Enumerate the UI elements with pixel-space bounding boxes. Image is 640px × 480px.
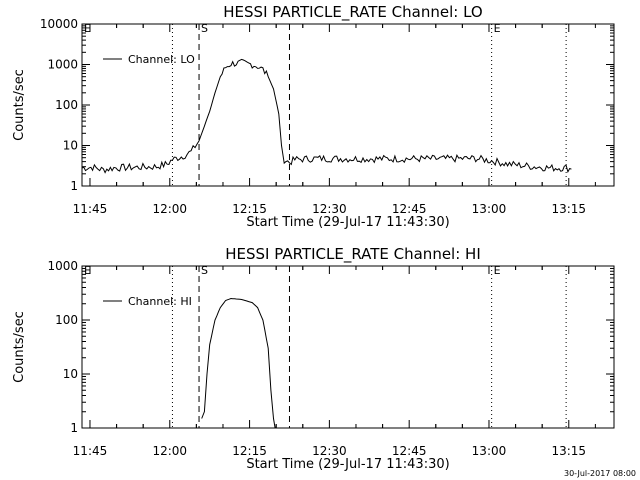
- chart-panel-2: HESSI PARTICLE_RATE Channel: HI 1 10 100 100…: [12, 245, 615, 472]
- legend-label: Channel: HI: [128, 295, 192, 308]
- x-tick-label: 12:45: [392, 202, 427, 216]
- event-marker-label: S: [201, 264, 208, 277]
- y-tick-label: 1: [70, 179, 78, 193]
- y-tick-label: 1000: [47, 259, 78, 273]
- x-tick-label: 11:45: [73, 444, 108, 458]
- x-tick-label: 13:15: [551, 202, 586, 216]
- x-axis-label: Start Time (29-Jul-17 11:43:30): [246, 457, 449, 472]
- y-axis-label: Counts/sec: [12, 311, 27, 383]
- chart-title: HESSI PARTICLE_RATE Channel: HI: [225, 245, 481, 264]
- x-tick-label: 12:00: [152, 202, 187, 216]
- y-tick-label: 1: [70, 421, 78, 435]
- x-tick-label: 12:15: [232, 444, 267, 458]
- y-tick-label: 10000: [40, 17, 78, 31]
- event-marker-label: E: [84, 22, 91, 35]
- x-tick-label: 12:15: [232, 202, 267, 216]
- generated-timestamp: 30-Jul-2017 08:00: [564, 469, 636, 478]
- y-tick-label: 10: [63, 139, 78, 153]
- x-axis-label: Start Time (29-Jul-17 11:43:30): [246, 215, 449, 230]
- x-tick-label: 12:45: [392, 444, 427, 458]
- x-tick-label: 12:00: [152, 444, 187, 458]
- event-marker-label: E: [84, 264, 91, 277]
- chart-title: HESSI PARTICLE_RATE Channel: LO: [223, 3, 482, 22]
- x-tick-label: 11:45: [73, 202, 108, 216]
- x-tick-label: 13:00: [472, 444, 507, 458]
- series-line-1: [201, 297, 276, 429]
- event-marker-label: S: [201, 22, 208, 35]
- legend-label: Channel: LO: [128, 53, 195, 66]
- y-tick-label: 100: [55, 313, 78, 327]
- x-tick-label: 12:30: [312, 444, 347, 458]
- event-marker-label: E: [494, 22, 501, 35]
- x-tick-label: 13:15: [551, 444, 586, 458]
- y-tick-label: 100: [55, 98, 78, 112]
- chart-panel-1: HESSI PARTICLE_RATE Channel: LO 1 10 100 100…: [12, 3, 615, 230]
- event-marker-label: E: [494, 264, 501, 277]
- y-tick-label: 10: [63, 367, 78, 381]
- x-tick-label: 13:00: [472, 202, 507, 216]
- plot-frame: [81, 265, 615, 429]
- series-line-1: [81, 58, 572, 174]
- y-axis-label: Counts/sec: [12, 69, 27, 141]
- y-tick-label: 1000: [47, 58, 78, 72]
- x-tick-label: 12:30: [312, 202, 347, 216]
